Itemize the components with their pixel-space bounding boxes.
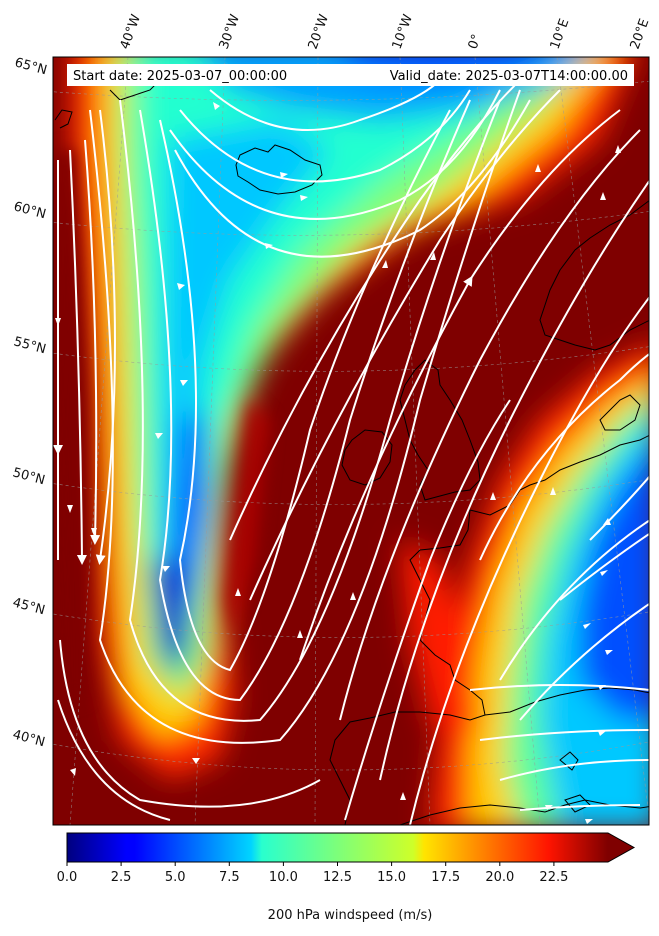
wind-field [53, 57, 649, 825]
lon-label-40w: 40°W [118, 12, 144, 51]
colorbar-gradient [67, 833, 608, 862]
valid-date-label: Valid_date: 2025-03-07T14:00:00.00 [390, 69, 628, 84]
header-box [67, 64, 634, 86]
colorbar-tick-label: 20.0 [485, 870, 514, 885]
colorbar-ticks: 0.0 2.5 5.0 7.5 10.0 12.5 15.0 17.5 20.0 22.5 [57, 862, 568, 885]
wind-speed-shading [70, 57, 649, 825]
lat-label-65n: 65°N [13, 55, 49, 78]
lon-label-10e: 10°E [548, 17, 573, 52]
lat-label-50n: 50°N [11, 465, 47, 488]
colorbar-outline [66, 832, 636, 863]
colorbar-tick-label: 22.5 [539, 870, 568, 885]
colorbar-tick-label: 12.5 [323, 870, 352, 885]
lon-label-20e: 20°E [628, 17, 653, 52]
lon-label-10w: 10°W [390, 12, 416, 51]
map-frame [52, 56, 650, 826]
colorbar: 0.0 2.5 5.0 7.5 10.0 12.5 15.0 17.5 20.0 22.5 200… [57, 832, 636, 923]
longitude-labels: 40°W 30°W 20°W 10°W 0° 10°E 20°E [118, 12, 653, 51]
lat-label-60n: 60°N [12, 199, 48, 222]
colorbar-tick-label: 15.0 [377, 870, 406, 885]
lon-label-20w: 20°W [306, 12, 332, 51]
colorbar-extend-arrow [608, 833, 634, 862]
colorbar-tick-label: 5.0 [165, 870, 186, 885]
colorbar-tick-label: 2.5 [111, 870, 132, 885]
lon-label-30w: 30°W [217, 12, 243, 51]
lat-label-55n: 55°N [12, 334, 48, 357]
lat-label-45n: 45°N [11, 595, 47, 618]
start-date-label: Start date: 2025-03-07_00:00:00 [73, 69, 287, 84]
lat-label-40n: 40°N [11, 727, 47, 750]
colorbar-tick-label: 17.5 [431, 870, 460, 885]
colorbar-label: 200 hPa windspeed (m/s) [268, 908, 433, 923]
streamline-arrows [55, 102, 621, 824]
streamline-trough-outer [89, 89, 521, 744]
latitude-labels: 65°N 60°N 55°N 50°N 45°N 40°N [11, 55, 49, 750]
great-britain-coast [399, 359, 481, 501]
colorbar-tick-label: 10.0 [269, 870, 298, 885]
lon-label-0: 0° [466, 32, 485, 51]
streamlines [53, 79, 649, 825]
ireland-coast [341, 429, 393, 486]
colorbar-tick-label: 0.0 [57, 870, 78, 885]
colorbar-tick-label: 7.5 [219, 870, 240, 885]
iceland-coast [235, 144, 323, 195]
coastlines [54, 79, 649, 825]
